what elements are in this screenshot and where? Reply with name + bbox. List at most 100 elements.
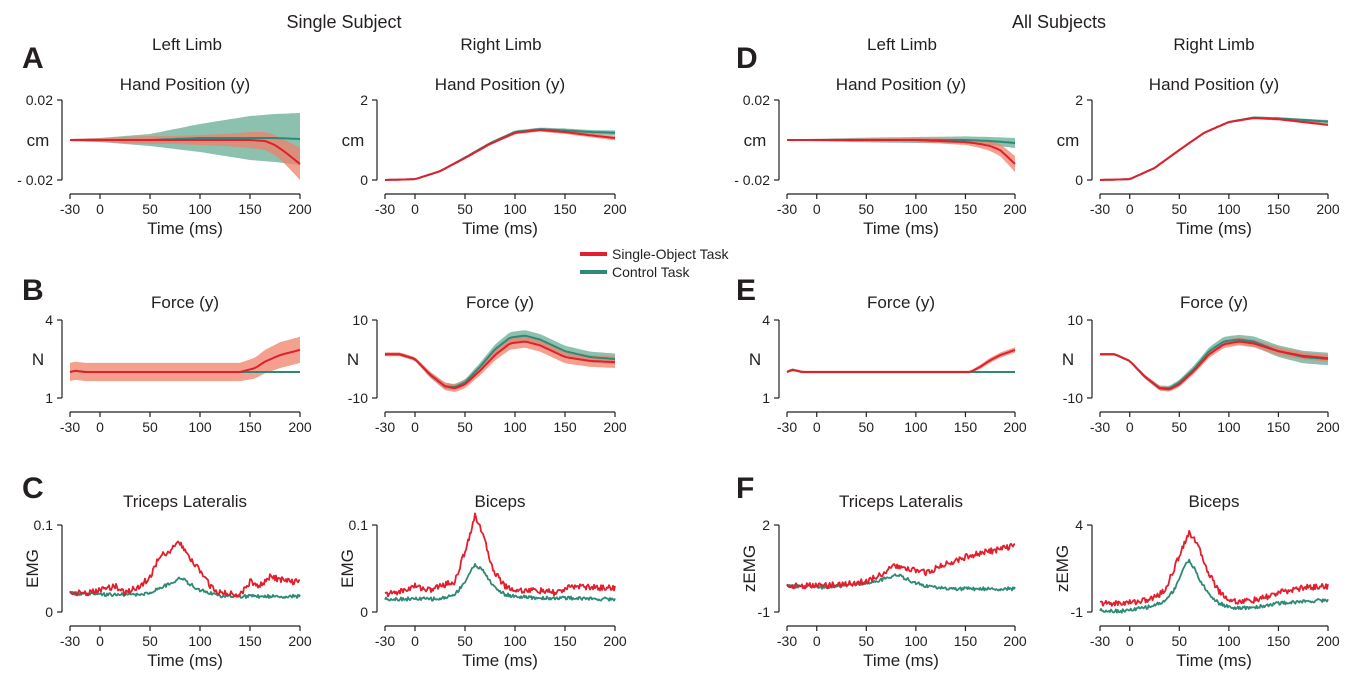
x-tick-label: 100 xyxy=(1217,419,1241,435)
series-line-single xyxy=(787,139,1016,165)
y-tick-label: 10 xyxy=(352,312,368,328)
x-tick-label: 0 xyxy=(96,419,104,435)
x-tick-label: 50 xyxy=(859,633,875,649)
x-tick-label: 200 xyxy=(1316,633,1340,649)
y-axis-label: N xyxy=(32,350,44,369)
chart-e-left: Force (y) N 4 1 -30 0 50 100 150 200 xyxy=(749,293,1027,435)
x-tick-label: 200 xyxy=(1316,201,1340,217)
series-band-single xyxy=(70,132,300,180)
x-tick-label: 200 xyxy=(1316,419,1340,435)
group-title-single-subject: Single Subject xyxy=(286,12,401,32)
x-tick-label: 0 xyxy=(411,633,419,649)
series-band-single xyxy=(1100,116,1328,180)
x-tick-label: 150 xyxy=(553,419,577,435)
x-tick-label: 150 xyxy=(553,201,577,217)
x-tick-label: 50 xyxy=(859,201,875,217)
series-line-single xyxy=(69,540,301,598)
x-tick-label: -30 xyxy=(375,633,395,649)
y-axis-label: cm xyxy=(744,131,767,150)
y-axis-label: cm xyxy=(27,131,50,150)
legend: Single-Object Task Control Task xyxy=(580,246,729,280)
x-axis-label: Time (ms) xyxy=(1176,651,1252,670)
x-tick-label: 200 xyxy=(288,633,312,649)
panel-letter-f: F xyxy=(736,472,754,505)
chart-title: Hand Position (y) xyxy=(120,75,250,94)
x-tick-label: 150 xyxy=(1267,633,1291,649)
x-axis-label: Time (ms) xyxy=(147,219,223,238)
y-axis-label: zEMG xyxy=(740,545,759,592)
chart-title: Hand Position (y) xyxy=(435,75,565,94)
x-tick-label: 50 xyxy=(1172,419,1188,435)
x-tick-label: 100 xyxy=(1217,201,1241,217)
x-tick-label: 150 xyxy=(954,201,978,217)
x-tick-label: 0 xyxy=(96,201,104,217)
y-tick-label: - 0.02 xyxy=(734,172,770,188)
x-tick-label: 0 xyxy=(1126,633,1134,649)
series-band-single xyxy=(787,347,1015,374)
chart-title: Force (y) xyxy=(1180,293,1248,312)
y-axis-label: cm xyxy=(342,131,365,150)
y-tick-label: - 0.02 xyxy=(17,172,53,188)
chart-title: Triceps Lateralis xyxy=(123,492,247,511)
x-tick-label: 50 xyxy=(457,201,473,217)
panel-letter-a: A xyxy=(22,42,44,75)
series-band-single xyxy=(385,335,615,392)
chart-title: Hand Position (y) xyxy=(836,75,966,94)
x-tick-label: 200 xyxy=(603,201,627,217)
x-tick-label: 200 xyxy=(288,201,312,217)
legend-label-control: Control Task xyxy=(612,264,691,280)
x-tick-label: 50 xyxy=(859,419,875,435)
y-tick-label: 2 xyxy=(762,517,770,533)
x-tick-label: 100 xyxy=(1217,633,1241,649)
chart-b-right: Force (y) N 10 -10 -30 0 50 100 150 200 xyxy=(347,293,627,435)
chart-d-right: Hand Position (y) cm 2 0 -30 0 50 100 150 200 Time… xyxy=(1057,75,1340,238)
x-tick-label: -30 xyxy=(375,419,395,435)
series-band-control xyxy=(1100,334,1328,391)
y-tick-label: -10 xyxy=(348,390,368,406)
x-tick-label: 0 xyxy=(813,419,821,435)
chart-title: Force (y) xyxy=(867,293,935,312)
y-tick-label: 0 xyxy=(360,172,368,188)
x-axis-label: Time (ms) xyxy=(1176,219,1252,238)
chart-e-right: Force (y) N 10 -10 -30 0 50 100 150 200 xyxy=(1062,293,1340,435)
chart-title: Biceps xyxy=(474,492,525,511)
series-line-single xyxy=(384,512,616,598)
series-line-single xyxy=(786,348,1016,373)
x-tick-label: 50 xyxy=(142,633,158,649)
x-tick-label: 150 xyxy=(553,633,577,649)
series-line-control xyxy=(786,573,1016,592)
series-line-single xyxy=(70,139,301,165)
chart-title: Hand Position (y) xyxy=(1149,75,1279,94)
x-tick-label: 150 xyxy=(1267,419,1291,435)
y-tick-label: -10 xyxy=(1063,390,1083,406)
panel-letter-b: B xyxy=(22,274,44,307)
series-line-control xyxy=(1099,558,1329,614)
y-tick-label: 0 xyxy=(1075,172,1083,188)
chart-title: Biceps xyxy=(1188,492,1239,511)
chart-panels: Hand Position (y)cm0.02- 0.02-30 0 50 100 15… xyxy=(17,75,1340,670)
y-axis-label: EMG xyxy=(23,549,42,588)
x-tick-label: 0 xyxy=(813,633,821,649)
x-tick-label: 100 xyxy=(904,633,928,649)
y-tick-label: 1 xyxy=(45,390,53,406)
x-tick-label: 200 xyxy=(603,633,627,649)
x-tick-label: -30 xyxy=(60,201,80,217)
panel-letter-e: E xyxy=(736,274,756,307)
column-title-left-limb-single: Left Limb xyxy=(152,35,222,54)
x-tick-label: 150 xyxy=(1267,201,1291,217)
x-tick-label: 50 xyxy=(142,419,158,435)
x-tick-label: 0 xyxy=(1126,419,1134,435)
x-tick-label: 100 xyxy=(503,633,527,649)
x-tick-label: 150 xyxy=(238,419,262,435)
y-tick-label: 1 xyxy=(762,390,770,406)
column-title-left-limb-all: Left Limb xyxy=(867,35,937,54)
y-tick-label: 4 xyxy=(762,312,770,328)
y-axis-label: N xyxy=(1062,350,1074,369)
y-tick-label: 0 xyxy=(360,604,368,620)
x-tick-label: -30 xyxy=(1090,419,1110,435)
chart-title: Force (y) xyxy=(466,293,534,312)
x-tick-label: 50 xyxy=(142,201,158,217)
series-line-single xyxy=(384,129,616,181)
chart-title: Force (y) xyxy=(151,293,219,312)
